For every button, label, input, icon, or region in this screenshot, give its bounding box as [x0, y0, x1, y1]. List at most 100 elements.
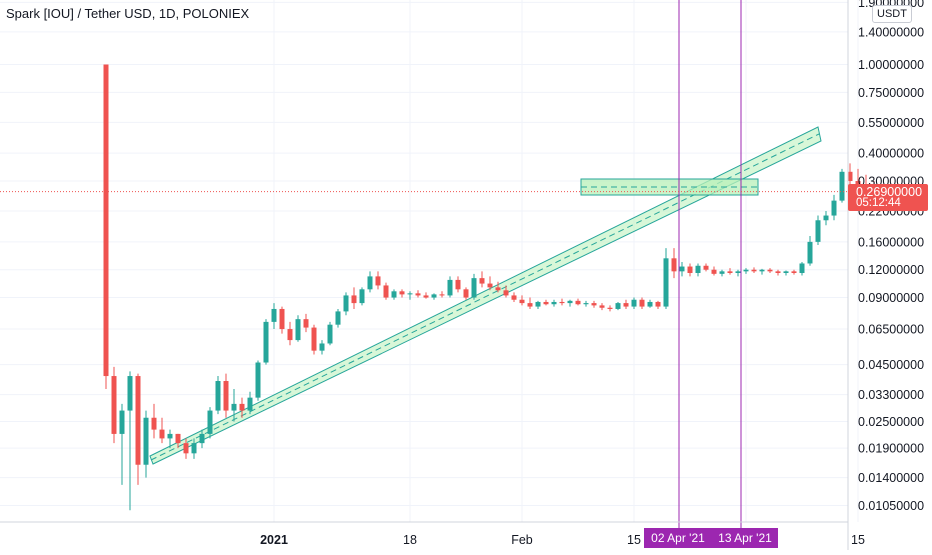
candle-body [319, 343, 325, 351]
x-tick-label: 18 [403, 533, 417, 547]
candle-body [119, 410, 125, 434]
candle-body [727, 271, 733, 273]
candle-body [711, 269, 717, 274]
candle-body [831, 200, 837, 216]
candle-body [375, 276, 381, 286]
y-tick-label: 0.16000000 [858, 235, 924, 249]
candle-body [815, 220, 821, 242]
candle-body [287, 329, 293, 341]
candle-body [807, 241, 813, 264]
candle-body [391, 291, 397, 298]
y-tick-label: 0.01050000 [858, 499, 924, 513]
candles [103, 64, 885, 511]
candle-body [583, 303, 589, 305]
candle-body [719, 271, 725, 274]
candle-body [167, 433, 173, 439]
x-tick-label: Feb [511, 533, 533, 547]
y-tick-label: 0.01900000 [858, 442, 924, 456]
date-marker-lines [678, 0, 742, 528]
candle-body [327, 324, 333, 344]
candle-body [135, 376, 141, 465]
candle-body [823, 215, 829, 221]
drawings [149, 126, 822, 465]
candle-body [335, 311, 341, 325]
candle-body [679, 266, 685, 272]
candle-body [367, 276, 373, 290]
candle-body [231, 403, 237, 411]
candle-body [783, 271, 789, 273]
candle-body [767, 269, 773, 272]
date-marker-label: 02 Apr '21 [644, 528, 712, 548]
candle-body [663, 258, 669, 307]
x-tick-label: 2021 [260, 533, 288, 547]
candle-body [551, 301, 557, 305]
candle-body [439, 294, 445, 296]
candle-body [383, 285, 389, 298]
candle-body [431, 294, 437, 298]
candle-body [855, 181, 861, 185]
candle-body [447, 279, 453, 296]
candle-body [471, 278, 477, 298]
candle-body [127, 376, 133, 411]
candle-body [847, 171, 853, 182]
date-marker-label: 13 Apr '21 [712, 528, 778, 548]
candle-body [671, 258, 677, 272]
currency-badge[interactable]: USDT [872, 5, 912, 23]
y-tick-label: 1.00000000 [858, 58, 924, 72]
chart-title: Spark [IOU] / Tether USD, 1D, POLONIEX [6, 6, 250, 21]
candle-body [519, 299, 525, 304]
y-tick-label: 0.12000000 [858, 263, 924, 277]
bar-countdown: 05:12:44 [856, 197, 901, 209]
candle-body [247, 397, 253, 411]
candle-body [599, 305, 605, 308]
candle-body [311, 327, 317, 351]
y-tick-label: 0.02500000 [858, 415, 924, 429]
candle-body [839, 171, 845, 201]
candle-body [151, 417, 157, 430]
x-tick-label: 15 [851, 533, 865, 547]
candle-body [687, 266, 693, 273]
candle-body [623, 303, 629, 307]
candle-body [799, 263, 805, 273]
candle-body [159, 429, 165, 439]
y-tick-label: 0.04500000 [858, 358, 924, 372]
candle-body [655, 301, 661, 307]
candle-body [751, 269, 757, 272]
trend-channel-midline [150, 133, 820, 461]
candle-body [631, 299, 637, 307]
candle-body [263, 321, 269, 363]
y-tick-label: 0.09000000 [858, 291, 924, 305]
candle-body [495, 287, 501, 291]
candle-body [703, 265, 709, 270]
candle-body [639, 299, 645, 307]
y-tick-label: 0.03300000 [858, 388, 924, 402]
candle-body [695, 265, 701, 273]
candle-body [511, 295, 517, 300]
candle-body [543, 301, 549, 305]
candle-body [463, 289, 469, 298]
candle-body [743, 269, 749, 272]
candle-body [399, 291, 405, 295]
y-tick-label: 0.75000000 [858, 86, 924, 100]
candle-body [423, 295, 429, 298]
y-tick-label: 0.55000000 [858, 116, 924, 130]
candle-body [647, 301, 653, 307]
candle-body [607, 307, 613, 309]
candle-body [111, 376, 117, 434]
candle-body [183, 443, 189, 454]
candle-body [239, 403, 245, 411]
candle-body [535, 301, 541, 307]
y-tick-label: 0.01400000 [858, 471, 924, 485]
candle-body [359, 289, 365, 304]
candle-body [591, 303, 597, 306]
trend-channel [149, 126, 822, 465]
candle-body [479, 278, 485, 284]
candle-body [559, 301, 565, 304]
candle-body [415, 293, 421, 296]
candle-body [527, 303, 533, 307]
y-tick-label: 0.06500000 [858, 323, 924, 337]
